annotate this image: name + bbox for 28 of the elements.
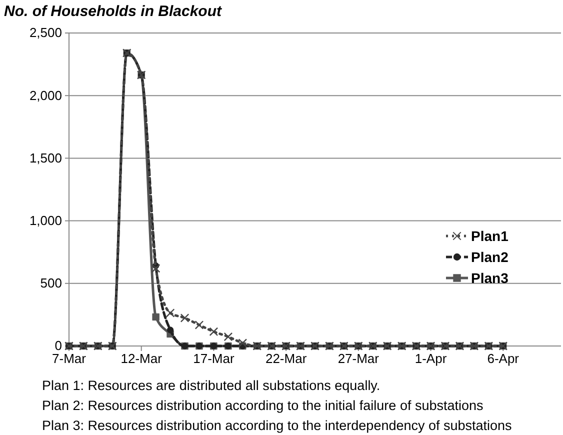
y-tick-label: 2,500 bbox=[29, 25, 62, 40]
x-tick-label: 7-Mar bbox=[52, 351, 87, 366]
x-tick-label: 1-Apr bbox=[414, 351, 448, 366]
text: Plan 2: Resources distribution according to the initial failure of substations bbox=[42, 398, 484, 413]
legend-label: Plan1 bbox=[471, 228, 509, 244]
point bbox=[180, 314, 190, 322]
chart-title: No. of Households in Blackout bbox=[4, 3, 223, 20]
point bbox=[194, 320, 204, 330]
point bbox=[209, 327, 218, 336]
x-tick-label: 17-Mar bbox=[193, 351, 235, 366]
point bbox=[224, 332, 233, 342]
x-tick-label: 27-Mar bbox=[338, 351, 380, 366]
point bbox=[151, 264, 160, 273]
text: Plan 1: Resources are distributed all substations equally. bbox=[42, 378, 380, 393]
y-tick-label: 0 bbox=[54, 338, 62, 354]
y-tick-label: 1,000 bbox=[29, 212, 62, 228]
x-tick-label: 6-Apr bbox=[487, 351, 520, 366]
legend-label: Plan2 bbox=[471, 249, 509, 265]
legend-label: Plan3 bbox=[471, 270, 509, 286]
x-tick-label: 22-Mar bbox=[265, 351, 308, 366]
point bbox=[166, 308, 175, 318]
x-tick-label: 12-Mar bbox=[120, 351, 163, 366]
y-tick-label: 2,000 bbox=[29, 88, 62, 103]
y-tick-label: 1,500 bbox=[29, 150, 62, 166]
point bbox=[238, 338, 248, 348]
text: Plan 3: Resources distribution according to the interdependency of substations bbox=[42, 418, 512, 433]
point bbox=[166, 326, 174, 334]
y-tick-label: 500 bbox=[40, 276, 62, 291]
